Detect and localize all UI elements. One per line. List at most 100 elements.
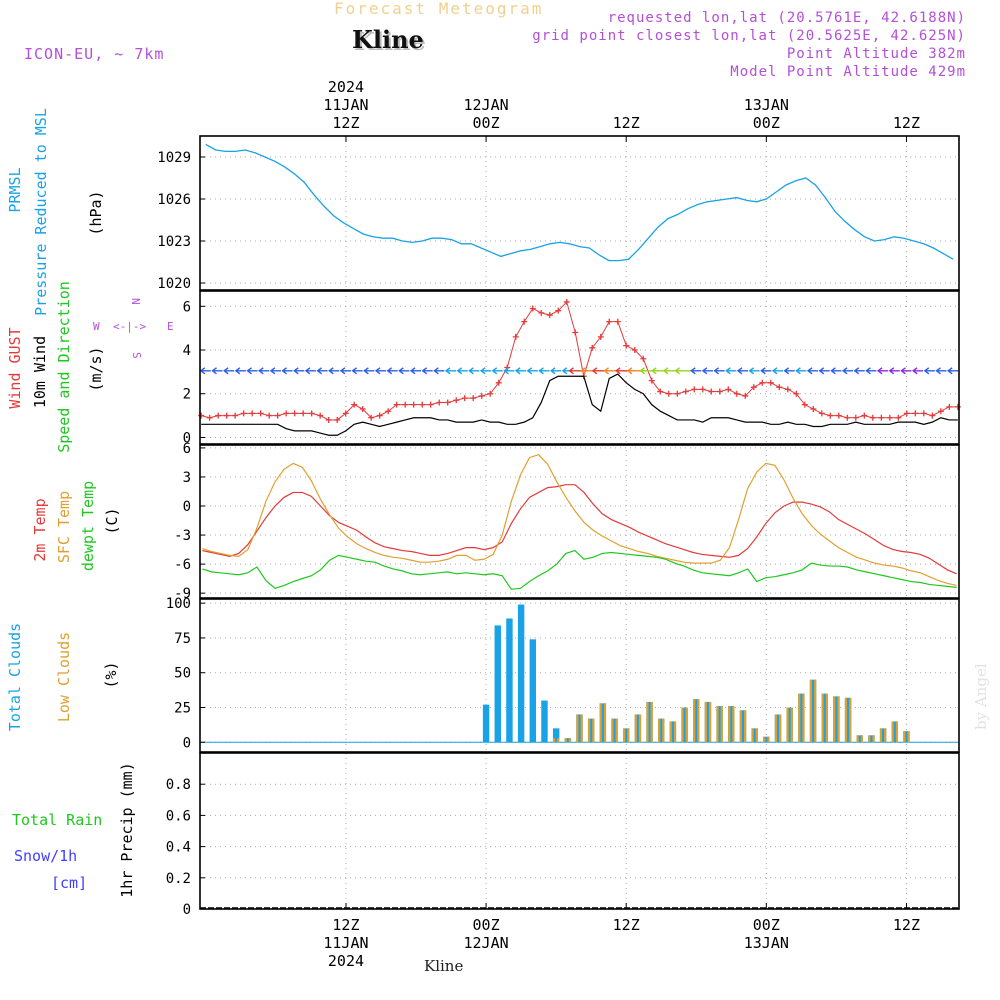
y-tick-label: 0.2: [166, 871, 191, 887]
wind-direction-arrow: [935, 367, 947, 375]
wind-gust-point: [308, 410, 315, 417]
low-clouds-bar: [592, 718, 595, 743]
wind-gust-point: [444, 399, 451, 406]
wind-gust-point: [470, 395, 477, 402]
low-clouds-bar: [708, 701, 712, 743]
wind-direction-arrow: [841, 367, 854, 375]
panel-frame: [199, 752, 960, 910]
wind-direction-arrow: [258, 367, 270, 375]
wind-direction-arrow: [479, 367, 492, 375]
total-clouds-bar: [844, 697, 852, 743]
low-clouds-bar: [685, 707, 688, 743]
total-clouds-bar: [529, 639, 537, 743]
total-clouds-bar: [482, 704, 490, 743]
low-clouds-bar: [681, 707, 684, 743]
wind-gust-point: [351, 401, 358, 408]
time-label-top: 12Z: [893, 114, 920, 132]
panel-side-labels: W <-|-> E N S PRMSL Pressure Reduced to MSL (hP…: [6, 108, 174, 898]
wind-gust-point: [368, 414, 375, 421]
low-clouds-bar: [790, 707, 793, 743]
watermark: by Angel: [972, 663, 990, 730]
low-clouds-bar: [814, 679, 817, 743]
wind-gust-point: [359, 406, 366, 413]
wind-direction-arrow: [806, 367, 819, 375]
total-clouds-bar: [681, 707, 688, 743]
wind-direction-arrow: [269, 367, 281, 375]
total-clouds-label: Total Clouds: [6, 623, 24, 731]
total-clouds-bar: [868, 735, 875, 743]
wind-gust-point: [419, 401, 426, 408]
wind-gust-point: [393, 401, 400, 408]
wind-gust-point: [725, 386, 732, 393]
y-tick-label: 100: [166, 596, 191, 612]
compass-north: N: [129, 298, 142, 305]
time-label-top: 12Z: [613, 114, 640, 132]
low-clouds-bar: [774, 714, 777, 743]
wind-direction-arrow: [876, 367, 889, 375]
wind-gust-point: [623, 342, 630, 349]
time-label-top: 12Z: [332, 114, 359, 132]
wind-gust-point: [844, 414, 851, 421]
wind-gust-point: [317, 412, 324, 419]
time-label-bottom: 12JAN: [464, 934, 509, 952]
speed-direction-label: Speed and Direction: [55, 281, 73, 453]
wind-gust-point: [198, 412, 205, 419]
y-tick-label: -3: [174, 528, 191, 544]
total-clouds-bar: [541, 700, 548, 743]
low-clouds-bar: [751, 728, 754, 743]
low-clouds-bar: [673, 721, 677, 743]
wind-gust-point: [954, 403, 961, 410]
wind-direction-arrow: [421, 367, 433, 375]
low-clouds-bar: [728, 706, 731, 743]
wind-gust-point: [674, 390, 681, 397]
wind-direction-arrow: [526, 367, 538, 375]
panel-frame: [199, 598, 960, 753]
total-clouds-bar: [587, 718, 595, 743]
wind-direction-arrow: [386, 367, 398, 375]
wind-direction-arrow: [211, 367, 223, 375]
wind-gust-point: [402, 401, 409, 408]
low-clouds-bar: [697, 699, 700, 743]
low-clouds-bar: [622, 728, 626, 743]
y-tick-label: 0: [183, 499, 191, 515]
wind-gust-point: [827, 412, 834, 419]
wind-gust-point: [929, 412, 936, 419]
wind-gust-point: [232, 412, 239, 419]
precip-unit-label: 1hr Precip (mm): [118, 762, 136, 897]
wind-gust-point: [495, 379, 502, 386]
low-clouds-bar: [693, 699, 696, 743]
low-clouds-bar: [844, 697, 848, 743]
wind-direction-arrow: [246, 367, 258, 375]
wind-gust-point: [249, 410, 256, 417]
wind-gust-point: [555, 307, 562, 314]
wind-gust-point: [708, 388, 715, 395]
station-title: Kline: [352, 25, 424, 54]
low-clouds-bar: [568, 738, 572, 743]
wind-gust-point: [810, 406, 817, 413]
total-clouds-bar: [739, 710, 747, 743]
wind-gust-point: [742, 392, 749, 399]
y-tick-label: 1026: [157, 192, 191, 208]
low-clouds-bar: [860, 735, 863, 743]
y-tick-label: 50: [174, 666, 191, 682]
low-clouds-bar: [669, 721, 672, 743]
wind-direction-arrow: [865, 367, 877, 375]
low-clouds-bar: [856, 735, 859, 743]
time-label-top: 2024: [328, 78, 364, 96]
total-clouds-bar: [517, 604, 525, 743]
low-clouds-bar: [849, 697, 852, 743]
y-tick-label: 0.6: [166, 808, 191, 824]
low-clouds-bar: [704, 701, 707, 743]
wind-gust-point: [385, 408, 392, 415]
wind-gust-point: [631, 347, 638, 354]
total-clouds-bar: [669, 721, 677, 743]
low-clouds-bar: [576, 714, 579, 743]
wind-gust-point: [223, 412, 230, 419]
time-label-bottom: 12Z: [893, 916, 920, 934]
wind-direction-arrow: [538, 367, 550, 375]
time-label-top: 00Z: [753, 114, 780, 132]
compass-arrows: <-|->: [113, 320, 146, 333]
wind-direction-arrow: [783, 367, 795, 375]
panel-frames: [199, 135, 960, 910]
wind-direction-arrow: [725, 367, 737, 375]
